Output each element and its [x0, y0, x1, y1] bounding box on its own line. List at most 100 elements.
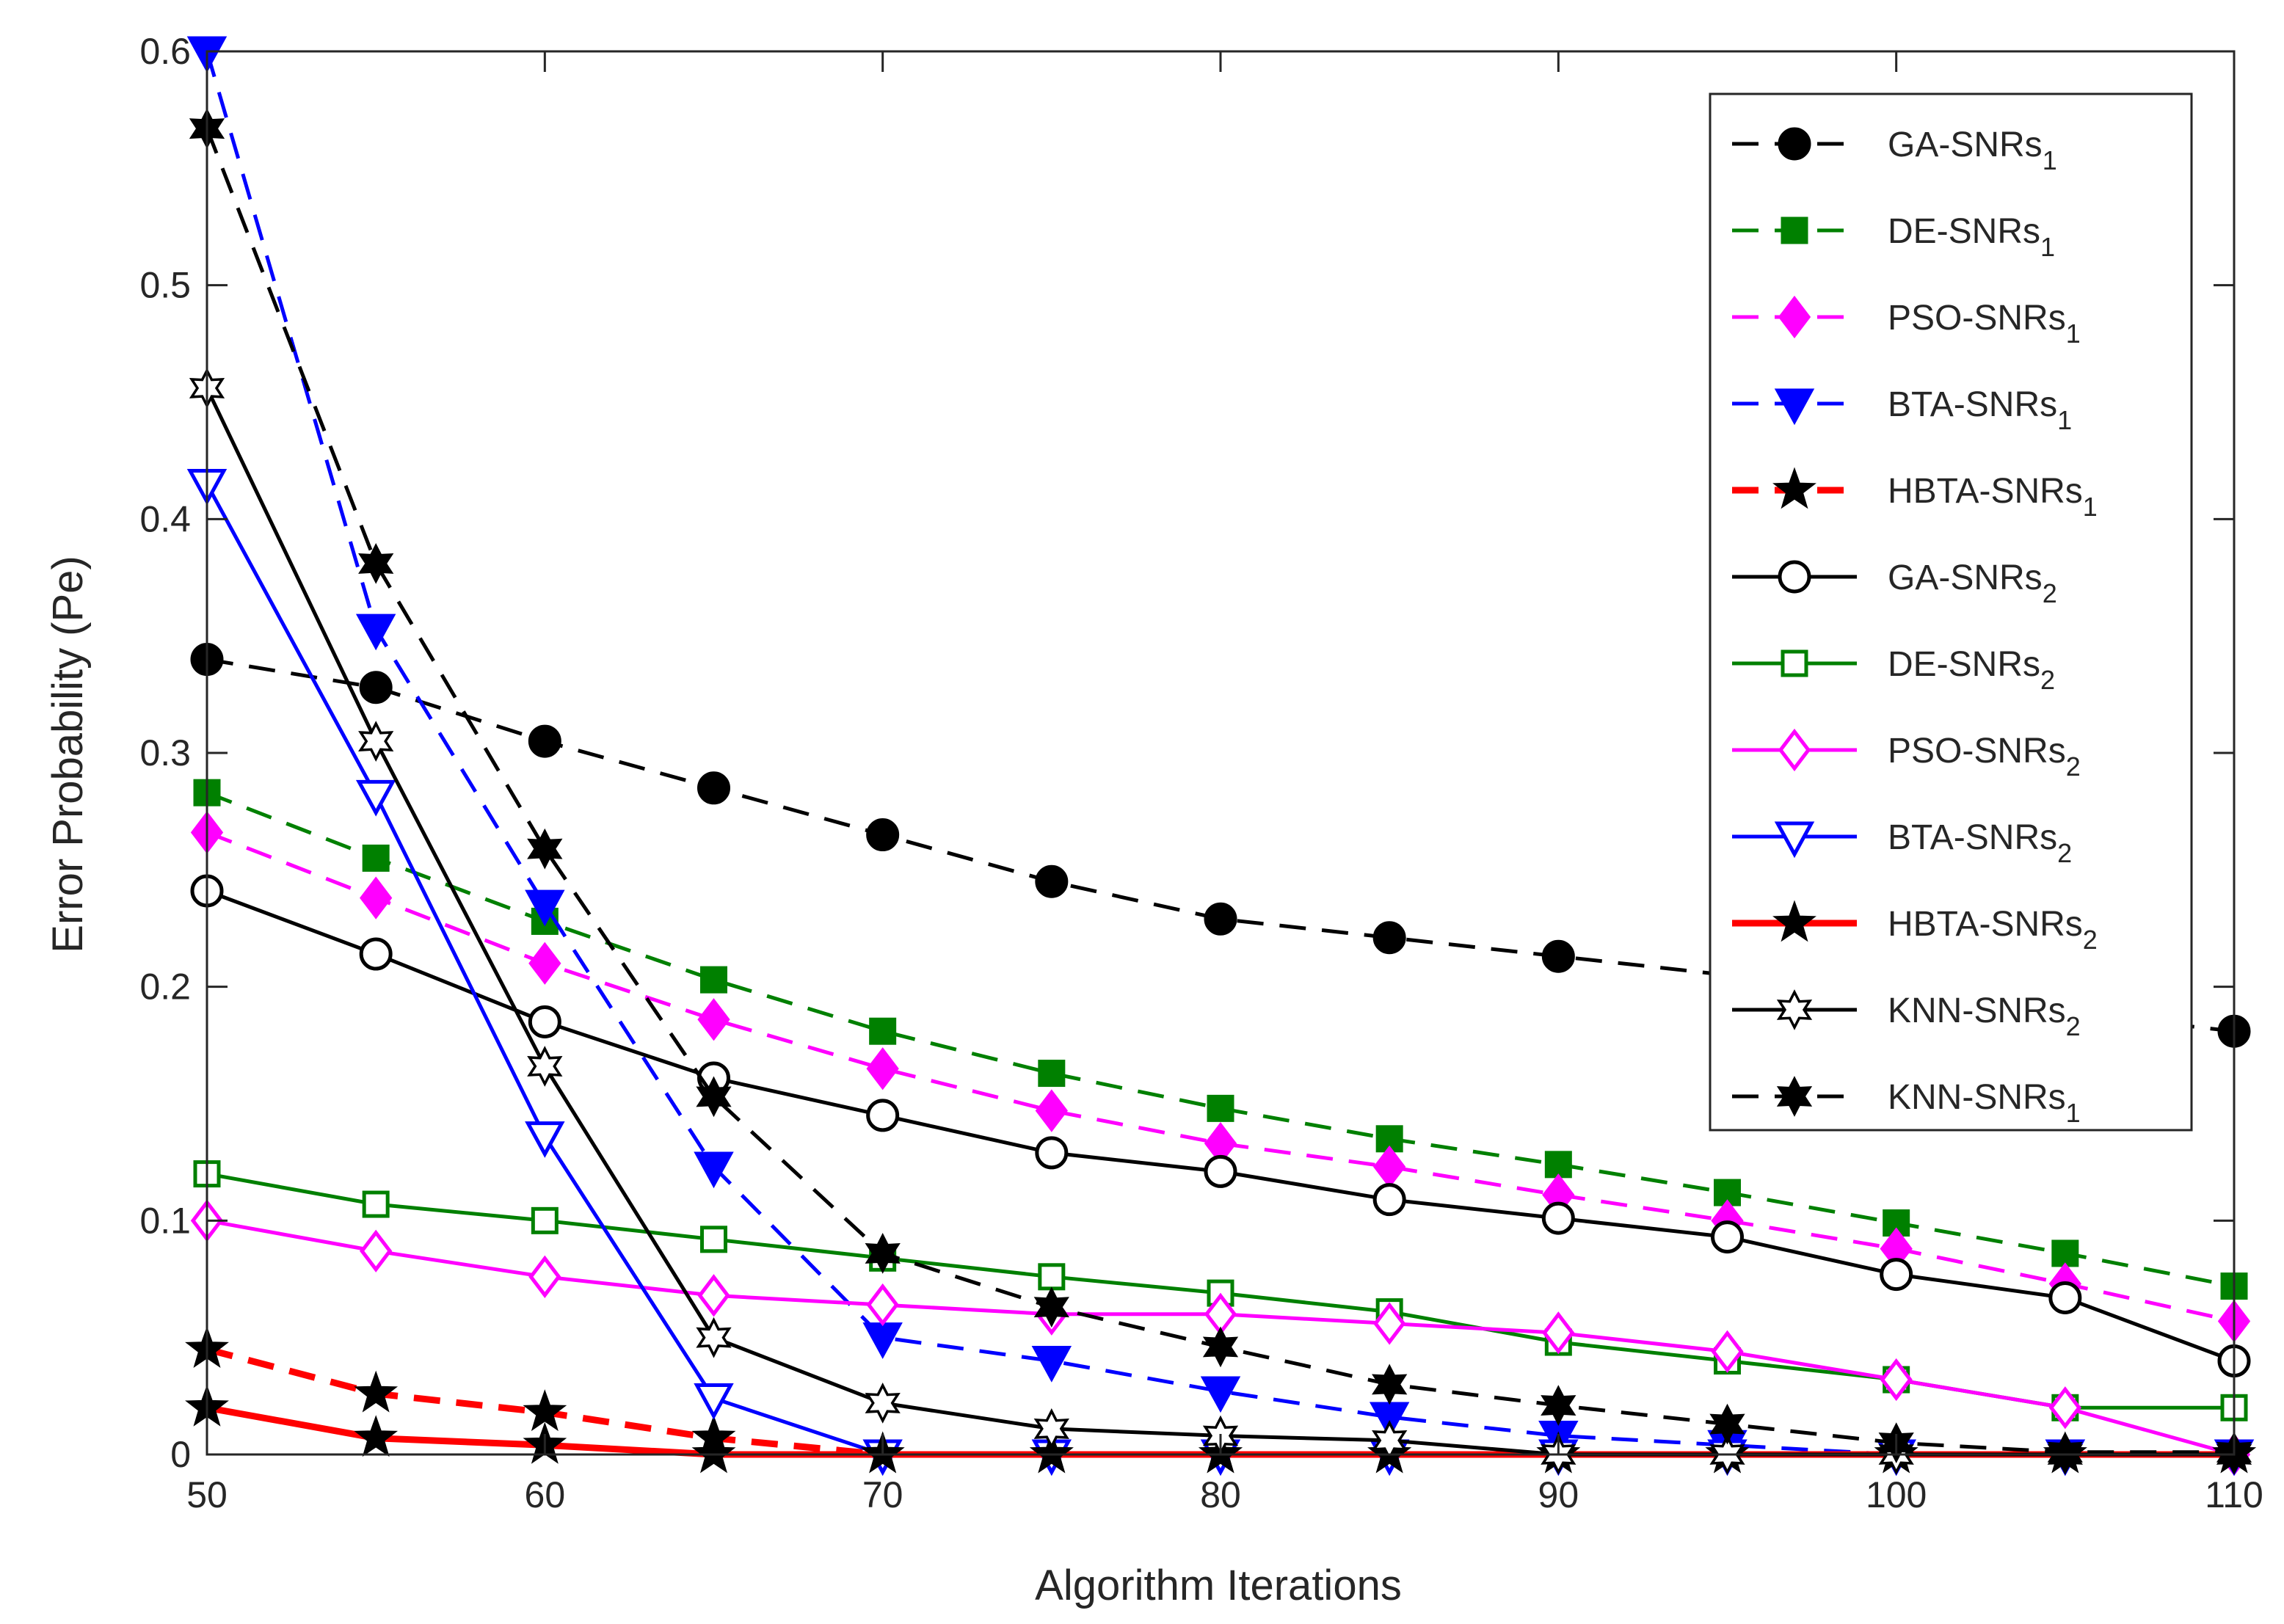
- legend-label-subscript: 1: [2057, 405, 2072, 435]
- legend-marker: [1778, 728, 1811, 772]
- data-point-ga-snrs-1: [866, 818, 900, 852]
- data-point-knn-snrs-2: [696, 1317, 732, 1358]
- legend-marker: [1772, 900, 1816, 942]
- data-point-pso-snrs-2: [1542, 1311, 1575, 1355]
- data-point-ga-snrs-2: [528, 1005, 561, 1038]
- data-point-hbta-snrs-2: [354, 1415, 399, 1457]
- data-point-ga-snrs-1: [528, 724, 561, 758]
- data-point-bta-snrs-1: [1031, 1346, 1072, 1383]
- data-point-pso-snrs-1: [866, 1047, 899, 1090]
- data-point-hbta-snrs-1: [523, 1389, 567, 1432]
- legend-marker: [1774, 388, 1815, 426]
- x-axis-title: Algorithm Iterations: [1035, 1562, 1402, 1609]
- legend-marker: [1781, 216, 1808, 244]
- series-ga-snrs-2: [190, 874, 2251, 1378]
- data-point-ga-snrs-2: [1880, 1258, 1913, 1292]
- data-point-knn-snrs-2: [527, 1046, 563, 1087]
- data-point-pso-snrs-1: [697, 998, 730, 1041]
- legend-marker: [1776, 989, 1813, 1030]
- data-point-bta-snrs-2: [694, 1383, 734, 1420]
- data-point-pso-snrs-2: [1880, 1358, 1913, 1402]
- data-point-hbta-snrs-2: [1029, 1431, 1074, 1474]
- legend-label-subscript: 1: [2066, 318, 2081, 349]
- data-point-bta-snrs-2: [355, 779, 396, 817]
- data-point-ga-snrs-2: [866, 1099, 900, 1132]
- data-point-pso-snrs-2: [1373, 1302, 1406, 1345]
- data-point-knn-snrs-2: [358, 721, 394, 762]
- data-point-knn-snrs-1: [696, 1076, 732, 1118]
- data-point-pso-snrs-2: [1711, 1330, 1744, 1373]
- legend-marker: [1776, 1076, 1813, 1117]
- data-point-pso-snrs-2: [697, 1274, 730, 1317]
- data-point-de-snrs-1: [1544, 1151, 1572, 1179]
- data-point-knn-snrs-1: [1709, 1403, 1745, 1445]
- data-point-knn-snrs-1: [1202, 1326, 1239, 1368]
- y-tick-label: 0.1: [139, 1200, 191, 1241]
- legend-label-subscript: 2: [2057, 838, 2072, 868]
- data-point-ga-snrs-1: [1372, 921, 1406, 955]
- x-tick-label: 60: [525, 1474, 566, 1515]
- data-point-knn-snrs-2: [1033, 1408, 1069, 1449]
- data-point-pso-snrs-2: [866, 1283, 899, 1327]
- data-point-ga-snrs-1: [697, 771, 730, 805]
- y-tick-label: 0.5: [139, 265, 191, 306]
- legend-label-subscript: 2: [2083, 925, 2098, 955]
- y-axis-title: Error Probability (Pe): [44, 556, 92, 953]
- data-point-knn-snrs-1: [2047, 1431, 2083, 1473]
- legend-label-subscript: 1: [2040, 232, 2055, 262]
- data-point-bta-snrs-2: [525, 1121, 565, 1158]
- legend-marker: [1774, 821, 1815, 859]
- data-point-de-snrs-2: [1038, 1263, 1066, 1291]
- data-point-de-snrs-1: [869, 1017, 897, 1045]
- data-point-pso-snrs-1: [528, 942, 561, 985]
- data-point-bta-snrs-1: [694, 1151, 734, 1189]
- x-tick-label: 70: [862, 1474, 903, 1515]
- legend-label-subscript: 2: [2043, 578, 2057, 608]
- data-point-bta-snrs-1: [355, 613, 396, 651]
- x-tick-label: 50: [186, 1474, 228, 1515]
- data-point-knn-snrs-1: [1372, 1363, 1408, 1405]
- data-point-de-snrs-1: [1207, 1094, 1234, 1122]
- data-point-de-snrs-2: [531, 1206, 559, 1234]
- data-point-ga-snrs-1: [1204, 902, 1237, 936]
- y-tick-label: 0.6: [139, 31, 191, 72]
- legend-label-subscript: 2: [2040, 665, 2055, 695]
- data-point-ga-snrs-1: [1541, 939, 1575, 973]
- data-point-bta-snrs-1: [525, 889, 565, 927]
- axes: 50 60 70 80 90 100 110 0 0.1 0.2 0.3 0.4 0.5 0.6: [139, 31, 2263, 1515]
- data-point-de-snrs-1: [2051, 1239, 2079, 1267]
- data-point-pso-snrs-2: [2048, 1386, 2081, 1430]
- x-tick-label: 80: [1200, 1474, 1241, 1515]
- data-point-ga-snrs-2: [359, 937, 393, 971]
- legend-marker: [1781, 649, 1808, 677]
- data-point-hbta-snrs-2: [691, 1431, 736, 1474]
- legend-marker: [1772, 467, 1816, 509]
- data-point-ga-snrs-2: [2048, 1281, 2082, 1314]
- data-point-ga-snrs-2: [1541, 1201, 1575, 1235]
- data-point-knn-snrs-1: [527, 828, 563, 870]
- data-point-ga-snrs-2: [1204, 1154, 1237, 1188]
- x-tick-label: 110: [2205, 1474, 2263, 1515]
- data-point-de-snrs-2: [362, 1190, 390, 1218]
- data-point-pso-snrs-2: [528, 1255, 561, 1298]
- legend: GA-SNRs1DE-SNRs1PSO-SNRs1BTA-SNRs1HBTA-S…: [1709, 92, 2193, 1132]
- data-point-knn-snrs-2: [1372, 1420, 1408, 1461]
- data-point-de-snrs-1: [700, 966, 727, 994]
- data-point-pso-snrs-2: [360, 1229, 393, 1272]
- data-point-ga-snrs-1: [359, 671, 393, 704]
- legend-marker: [1778, 127, 1811, 161]
- x-tick-label: 100: [1866, 1474, 1927, 1515]
- legend-box: [1709, 92, 2193, 1132]
- data-point-ga-snrs-2: [1035, 1136, 1069, 1170]
- data-point-knn-snrs-1: [358, 543, 394, 584]
- data-point-pso-snrs-1: [360, 876, 393, 920]
- legend-label-subscript: 2: [2066, 1011, 2081, 1041]
- data-point-ga-snrs-2: [1372, 1183, 1406, 1217]
- y-tick-label: 0: [170, 1434, 191, 1475]
- x-tick-label: 90: [1538, 1474, 1579, 1515]
- y-tick-label: 0.2: [139, 966, 191, 1008]
- data-point-de-snrs-1: [1038, 1060, 1066, 1088]
- data-point-pso-snrs-1: [1035, 1089, 1068, 1132]
